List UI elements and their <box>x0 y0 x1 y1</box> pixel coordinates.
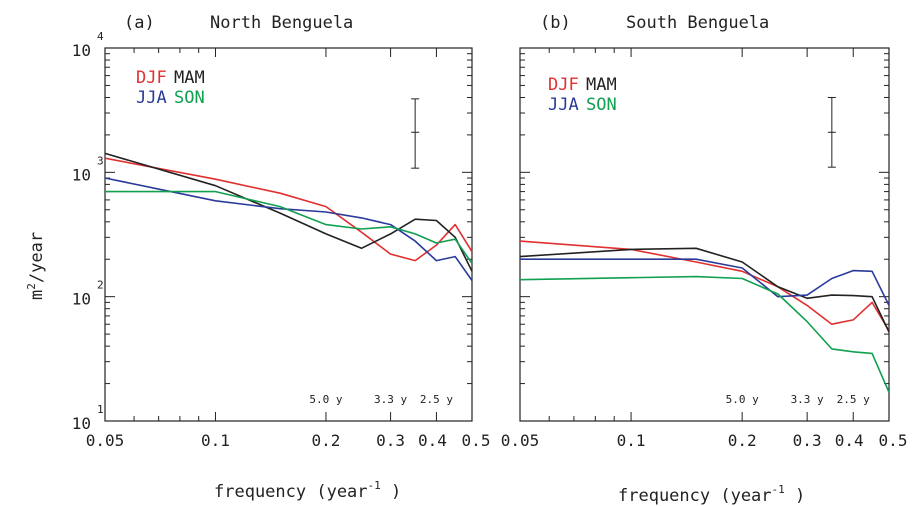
legend-entry-djf: DJF <box>548 75 579 95</box>
x-tick-label: 0.2 <box>728 431 757 450</box>
series-line-jja <box>520 258 890 306</box>
x-axis-label-a: frequency (year-1 ) <box>214 479 401 502</box>
legend-entry-jja: JJA <box>136 88 167 108</box>
y-tick-label-exp: 1 <box>97 403 104 416</box>
series-line-mam <box>519 247 890 333</box>
y-tick-label-base: 10 <box>72 290 91 309</box>
y-axis-label-exp: 2 <box>25 283 38 290</box>
legend-entry-mam: MAM <box>586 75 617 95</box>
y-tick-label-base: 10 <box>72 414 91 433</box>
period-label: 5.0 y <box>726 393 759 406</box>
svg-text:frequency (year-1 ): frequency (year-1 ) <box>214 479 401 502</box>
legend-entry-jja: JJA <box>548 95 579 115</box>
svg-text:frequency (year-1 ): frequency (year-1 ) <box>618 483 805 506</box>
series-line-jja <box>104 177 473 281</box>
y-axis-label-unit: /year <box>27 232 47 283</box>
series-line-mam <box>104 152 473 272</box>
x-tick-label: 0.3 <box>793 431 822 450</box>
series-line-son <box>105 190 473 264</box>
legend-entry-son: SON <box>174 88 205 108</box>
y-tick-label: 10 <box>72 41 91 60</box>
period-label: 2.5 y <box>837 393 870 406</box>
y-tick-label-base: 10 <box>72 165 91 184</box>
y-tick-label: 10 <box>72 165 91 184</box>
x-tick-label: 0.2 <box>312 431 341 450</box>
plot-frame <box>519 47 890 422</box>
panel-south-benguela: (b) South Benguela 0.05 0.1 0.2 0.3 0.4 0.5 5.0 … <box>501 13 908 450</box>
x-tick-label: 0.5 <box>462 431 491 450</box>
y-tick-label-exp: 2 <box>97 279 104 292</box>
series-line-son <box>519 275 890 393</box>
x-tick-label: 0.4 <box>418 431 447 450</box>
y-axis-label: m2/year <box>25 232 47 300</box>
x-tick-label: 0.1 <box>201 431 230 450</box>
x-tick-label: 0.1 <box>617 431 646 450</box>
period-label: 2.5 y <box>420 393 453 406</box>
series-line-djf <box>104 157 473 262</box>
y-tick-label-base: 10 <box>72 41 91 60</box>
legend-entry-mam: MAM <box>174 68 205 88</box>
y-tick-label-exp: 4 <box>97 30 104 43</box>
x-axis-label-b-close: ) <box>785 486 805 506</box>
x-tick-label: 0.05 <box>501 431 540 450</box>
y-tick-label: 10 <box>72 290 91 309</box>
x-axis-label-b-exp: -1 <box>772 483 785 496</box>
period-label: 3.3 y <box>374 393 407 406</box>
panel-title: South Benguela <box>626 13 769 33</box>
panel-north-benguela: (a) North Benguela 10 1 10 2 10 3 10 4 0.05 0.1 0.2 0… <box>72 13 491 450</box>
x-axis-label-a-base: frequency (year <box>214 482 368 502</box>
svg-text:m2/year: m2/year <box>25 232 47 300</box>
x-tick-label: 0.3 <box>376 431 405 450</box>
x-axis-label-b: frequency (year-1 ) <box>618 483 805 506</box>
period-label: 3.3 y <box>791 393 824 406</box>
x-axis-label-a-close: ) <box>381 482 401 502</box>
x-tick-label: 0.5 <box>879 431 908 450</box>
panel-label: (b) <box>540 13 571 33</box>
series-line-djf <box>519 240 890 332</box>
y-axis-label-base: m <box>27 290 47 300</box>
legend-entry-djf: DJF <box>136 68 167 88</box>
plot-frame <box>104 47 473 422</box>
panel-title: North Benguela <box>210 13 353 33</box>
x-axis-label-b-base: frequency (year <box>618 486 772 506</box>
panel-label: (a) <box>124 13 155 33</box>
y-tick-label: 10 <box>72 414 91 433</box>
y-tick-label-exp: 3 <box>97 154 104 167</box>
period-label: 5.0 y <box>309 393 342 406</box>
legend-entry-son: SON <box>586 95 617 115</box>
x-tick-label: 0.05 <box>86 431 125 450</box>
x-axis-label-a-exp: -1 <box>368 479 381 492</box>
x-tick-label: 0.4 <box>835 431 864 450</box>
